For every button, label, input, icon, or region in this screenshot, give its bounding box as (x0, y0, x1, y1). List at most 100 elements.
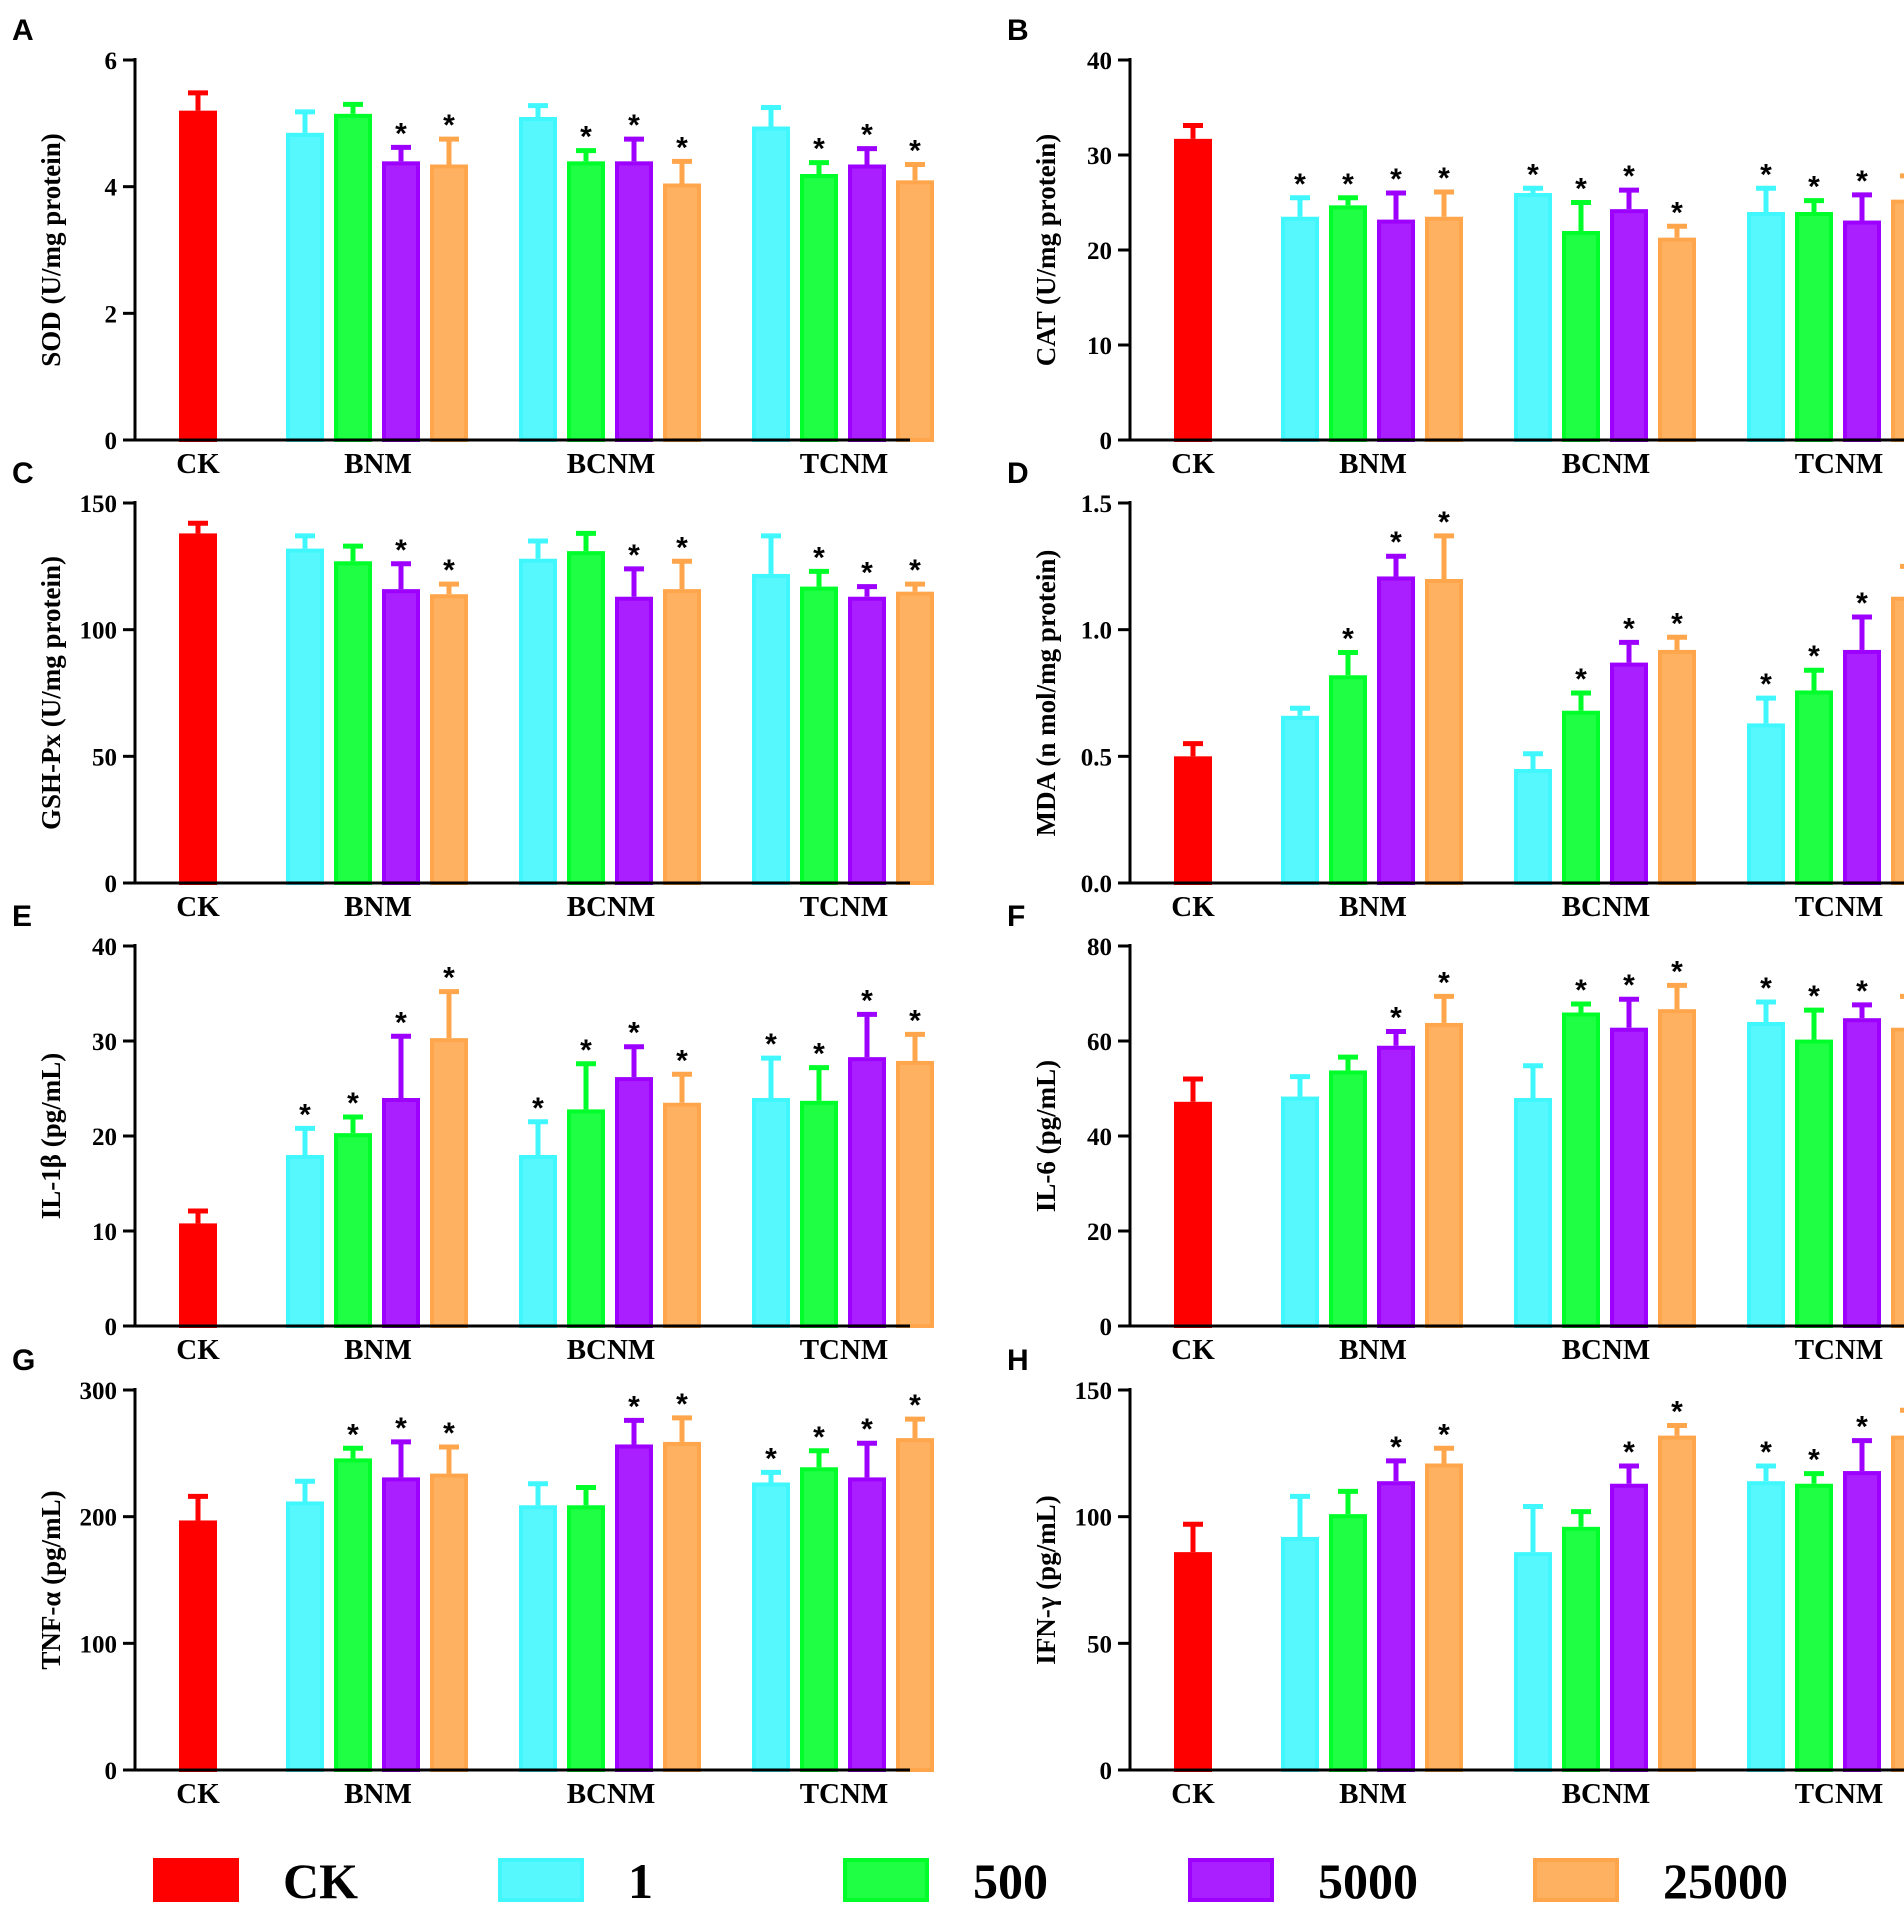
bar-H-1-BNM (1281, 1536, 1319, 1773)
bar-B-5000-BCNM (1610, 209, 1648, 442)
bar-A-25000-TCNM (896, 180, 934, 442)
significance-star: * (1438, 1418, 1450, 1451)
x-category-label: BCNM (567, 1778, 656, 1810)
y-tick-label: 4 (105, 175, 118, 202)
significance-star: * (347, 1087, 359, 1120)
bar-D-1-TCNM (1747, 723, 1785, 886)
significance-star: * (861, 119, 873, 152)
significance-star: * (443, 1417, 455, 1450)
bar-H-500-TCNM (1795, 1483, 1833, 1772)
bar-D-5000-BNM (1377, 576, 1415, 885)
bar-G-500-TCNM (800, 1467, 838, 1773)
significance-star: * (1575, 974, 1587, 1007)
x-category-label: BCNM (1562, 1778, 1651, 1810)
bar-C-500-BNM (334, 561, 372, 885)
bar-H-25000-BCNM (1658, 1435, 1696, 1772)
x-category-label: CK (1171, 891, 1215, 923)
bar-C-1-BNM (286, 548, 324, 885)
significance-star: * (765, 1028, 777, 1061)
panel-letter: F (1007, 900, 1025, 933)
y-axis-label: MDA (n mol/mg protein) (1031, 550, 1061, 837)
x-category-label: TCNM (1795, 1778, 1884, 1810)
bar-B-25000-BCNM (1658, 237, 1696, 442)
legend-swatch-5000 (1188, 1858, 1274, 1902)
x-category-label: BNM (1339, 891, 1407, 923)
significance-star: * (1390, 163, 1402, 196)
bar-B-5000-BNM (1377, 219, 1415, 442)
significance-star: * (1390, 1002, 1402, 1035)
significance-star: * (1808, 1444, 1820, 1477)
y-axis-label: CAT (U/mg protein) (1031, 134, 1061, 367)
bar-F-25000-BCNM (1658, 1009, 1696, 1328)
significance-star: * (909, 1004, 921, 1037)
x-category-label: TCNM (1795, 448, 1884, 480)
y-tick-label: 20 (1087, 1219, 1112, 1246)
significance-star: * (347, 1418, 359, 1451)
x-category-label: BNM (1339, 1334, 1407, 1366)
significance-star: * (299, 1098, 311, 1131)
bar-C-5000-BCNM (615, 596, 653, 885)
legend-label-25000: 25000 (1663, 1853, 1788, 1909)
bar-E-25000-TCNM (896, 1060, 934, 1328)
y-axis-label: SOD (U/mg protein) (36, 133, 66, 367)
bar-A-25000-BNM (430, 164, 468, 442)
y-tick-label: 0.0 (1081, 871, 1112, 898)
significance-star: * (628, 539, 640, 572)
y-tick-label: 50 (1087, 1631, 1112, 1658)
bar-F-25000-BNM (1425, 1022, 1463, 1328)
chart-panel-E: E IL-1β (pg/mL) * * * * * * * * * * * * 0 10 20 30 40 CK BNM… (12, 900, 934, 1366)
y-tick-label: 200 (80, 1505, 118, 1532)
significance-star: * (676, 1044, 688, 1077)
y-axis-label: IL-6 (pg/mL) (1031, 1060, 1061, 1212)
y-tick-label: 40 (1087, 48, 1112, 75)
bar-D-1-BCNM (1514, 769, 1552, 885)
y-tick-label: 0 (1100, 428, 1113, 455)
bar-H-1-TCNM (1747, 1481, 1785, 1772)
bar-C-25000-BCNM (663, 589, 701, 886)
bar-G-25000-TCNM (896, 1438, 934, 1772)
x-category-label: TCNM (1795, 1334, 1884, 1366)
significance-star: * (395, 534, 407, 567)
significance-star: * (1760, 158, 1772, 191)
bar-G-CK-CK (179, 1520, 217, 1773)
y-tick-label: 1.0 (1081, 618, 1112, 645)
legend-label-500: 500 (973, 1853, 1048, 1909)
y-tick-label: 0.5 (1081, 744, 1112, 771)
bar-C-25000-BNM (430, 594, 468, 885)
chart-panel-C: C GSH-Px (U/mg protein) * * * * * * * 0 50 100 150 CK… (12, 457, 934, 923)
significance-star: * (1856, 1411, 1868, 1444)
bar-E-1-TCNM (752, 1098, 790, 1328)
significance-star: * (1671, 607, 1683, 640)
y-axis-label: TNF-α (pg/mL) (36, 1490, 66, 1669)
bar-G-500-BNM (334, 1458, 372, 1773)
significance-star: * (676, 1388, 688, 1421)
bar-G-1-BNM (286, 1501, 324, 1772)
significance-star: * (813, 1421, 825, 1454)
y-tick-label: 80 (1087, 934, 1112, 961)
bar-E-25000-BNM (430, 1038, 468, 1329)
x-category-label: CK (1171, 1334, 1215, 1366)
significance-star: * (1856, 165, 1868, 198)
y-tick-label: 300 (80, 1378, 118, 1405)
x-category-label: CK (176, 448, 220, 480)
bar-G-25000-BNM (430, 1473, 468, 1772)
bar-F-5000-TCNM (1843, 1018, 1881, 1328)
bar-A-500-TCNM (800, 174, 838, 442)
legend-swatch-500 (843, 1858, 929, 1902)
x-category-label: BNM (344, 1778, 412, 1810)
bar-A-5000-TCNM (848, 164, 886, 442)
y-tick-label: 40 (1087, 1124, 1112, 1151)
bar-E-5000-BNM (382, 1098, 420, 1328)
significance-star: * (861, 984, 873, 1017)
y-tick-label: 0 (105, 871, 118, 898)
significance-star: * (1294, 168, 1306, 201)
bar-B-CK-CK (1174, 138, 1212, 442)
legend-label-1: 1 (628, 1853, 653, 1909)
bar-D-25000-BNM (1425, 579, 1463, 885)
bar-G-5000-BNM (382, 1477, 420, 1773)
y-tick-label: 50 (92, 744, 117, 771)
bar-B-1-BNM (1281, 216, 1319, 442)
bar-D-5000-TCNM (1843, 649, 1881, 886)
bar-D-500-TCNM (1795, 690, 1833, 886)
